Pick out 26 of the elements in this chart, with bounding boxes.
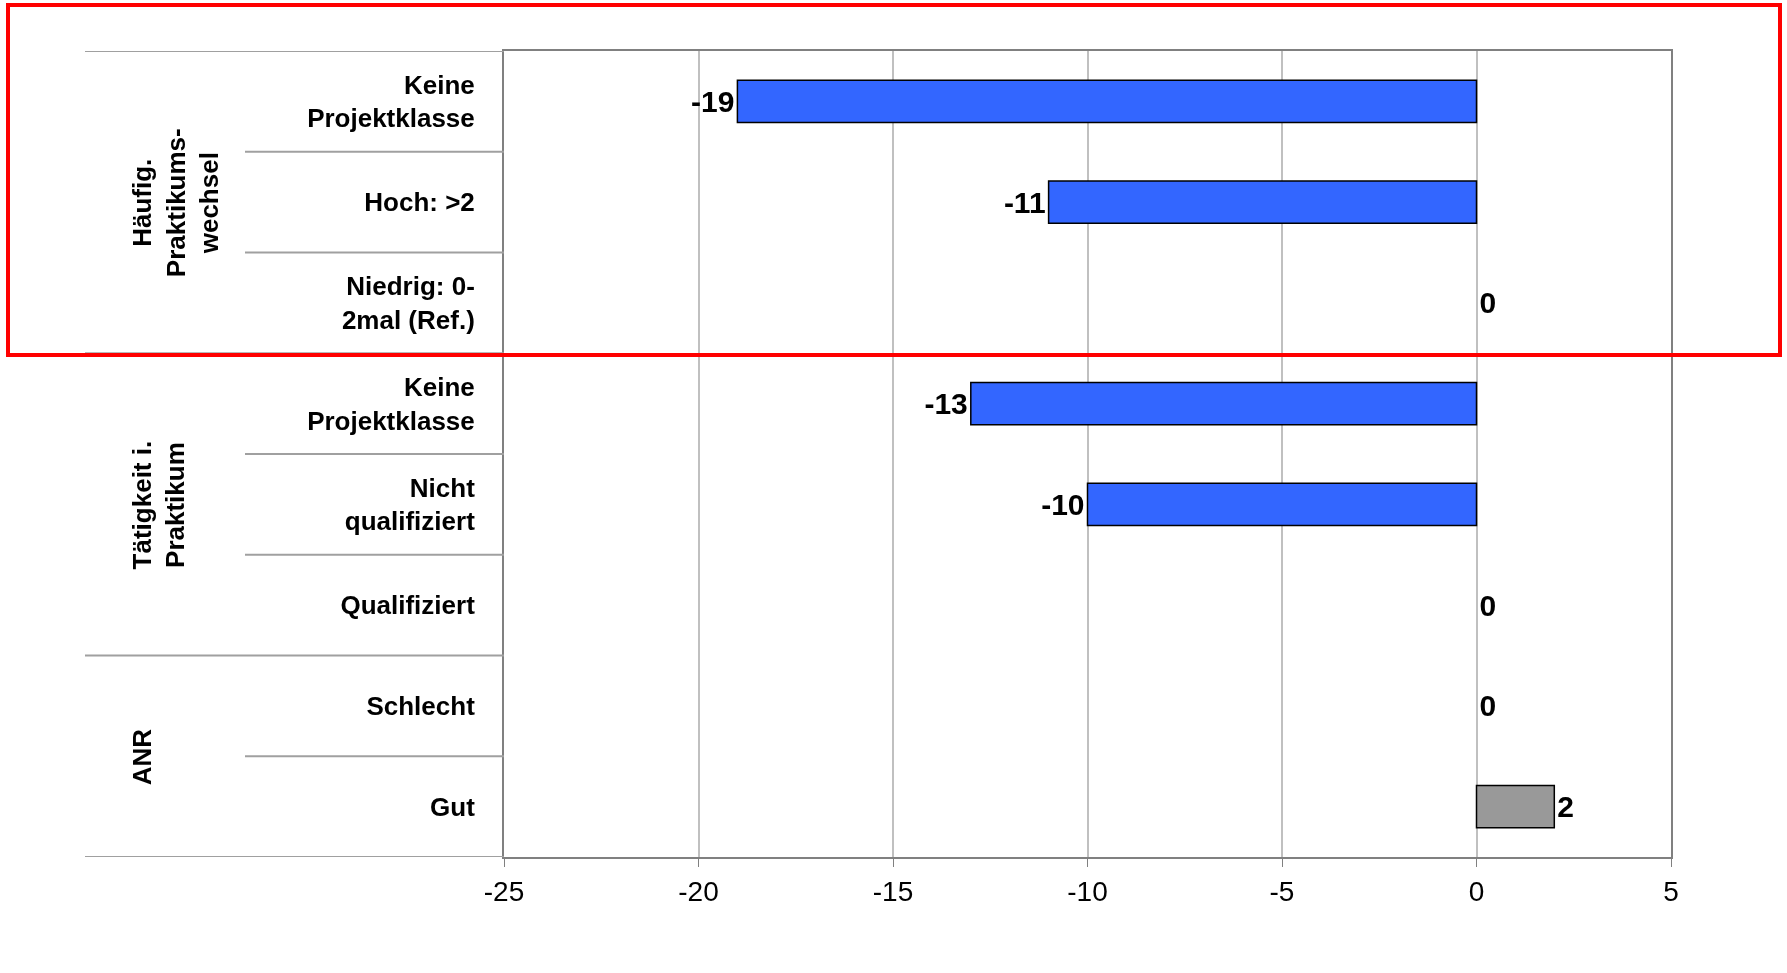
x-tick-label: 0 bbox=[1468, 875, 1485, 907]
data-label: -11 bbox=[1003, 185, 1046, 219]
x-tick-label: 5 bbox=[1663, 875, 1679, 907]
x-tick-label: -10 bbox=[1067, 875, 1108, 907]
data-label: 0 bbox=[1479, 689, 1497, 723]
data-label: 0 bbox=[1479, 286, 1497, 320]
data-label: -19 bbox=[691, 84, 735, 118]
text: Häufig. Praktikums- wechsel bbox=[126, 128, 225, 278]
x-tick-label: -25 bbox=[483, 875, 525, 907]
y-tick-label: Keine Projektklasse bbox=[307, 371, 475, 436]
x-tick-label: -5 bbox=[1269, 875, 1295, 907]
text: Tätigkeit i. Praktikum bbox=[126, 440, 191, 570]
y-tick-label: Gut bbox=[430, 791, 476, 822]
data-label: -13 bbox=[924, 387, 968, 421]
y-tick-label: Schlecht bbox=[366, 690, 476, 721]
y-tick-label: Niedrig: 0- 2mal (Ref.) bbox=[341, 271, 475, 335]
y-tick-label: Nicht qualifiziert bbox=[344, 472, 476, 537]
data-label: 2 bbox=[1557, 790, 1574, 824]
x-tick-label: -15 bbox=[872, 875, 914, 907]
y-tick-label: Qualifiziert bbox=[340, 590, 476, 621]
y-tick-label: Hoch: >2 bbox=[364, 187, 475, 218]
data-label: -10 bbox=[1041, 487, 1085, 521]
data-label: 0 bbox=[1479, 588, 1497, 622]
x-tick-label: -20 bbox=[678, 875, 719, 907]
text: ANR bbox=[126, 728, 157, 786]
y-tick-label: Keine Projektklasse bbox=[307, 69, 475, 134]
